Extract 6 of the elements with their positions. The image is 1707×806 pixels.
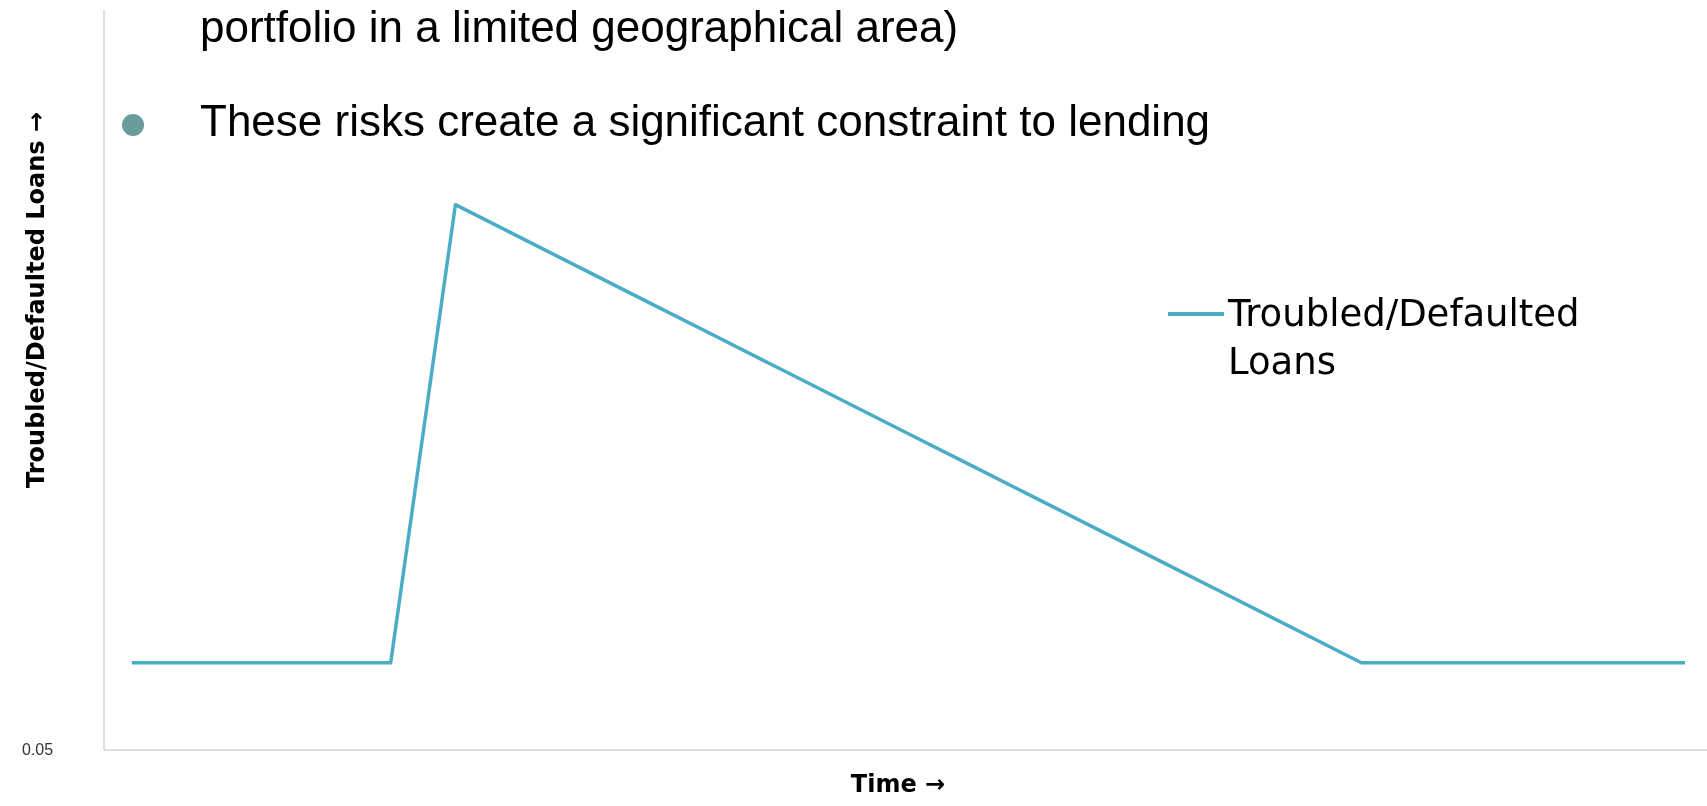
legend-label: Troubled/Defaulted Loans [1228,291,1581,385]
y-axis-title: Troubled/Defaulted Loans → [22,111,50,489]
text: portfolio in a limited geographical area) [200,2,959,52]
text: These risks create a significant constraint to lending [200,96,1211,146]
x-axis-title: Time → [850,770,946,798]
text: 0.05 [22,741,54,759]
